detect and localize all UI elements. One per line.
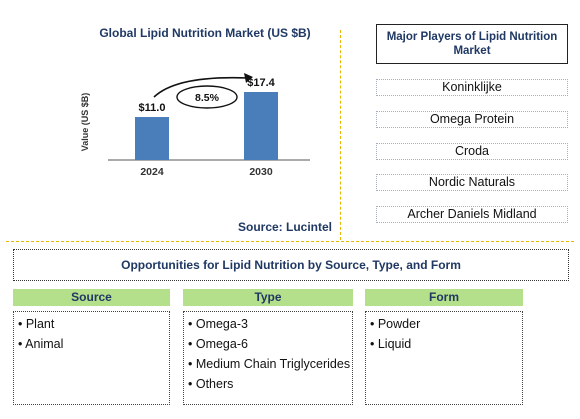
source-label: Source: Lucintel bbox=[237, 220, 332, 234]
form-column-header: Form bbox=[365, 289, 523, 306]
player-item: Koninklijke bbox=[376, 79, 568, 96]
arrow-head bbox=[244, 73, 253, 83]
x-tick-label: 2024 bbox=[140, 166, 164, 178]
bar bbox=[244, 92, 278, 160]
list-item: • Animal bbox=[18, 337, 64, 351]
cagr-arrow bbox=[153, 76, 250, 98]
y-axis-label: Value (US $B) bbox=[80, 93, 90, 152]
list-item: • Plant bbox=[18, 317, 55, 331]
opportunities-title: Opportunities for Lipid Nutrition by Sou… bbox=[13, 249, 569, 281]
players-title: Major Players of Lipid Nutrition Market bbox=[376, 24, 568, 64]
player-item: Croda bbox=[376, 143, 568, 160]
bar bbox=[135, 117, 169, 160]
list-item: • Medium Chain Triglycerides bbox=[188, 357, 351, 371]
vertical-divider bbox=[340, 30, 341, 240]
bar-chart: Value (US $B) $11.0 2024 $17.4 2030 8.5% bbox=[80, 73, 310, 178]
data-label: $17.4 bbox=[247, 77, 275, 89]
horizontal-divider bbox=[6, 241, 574, 242]
list-item: • Liquid bbox=[370, 337, 412, 351]
chart-title: Global Lipid Nutrition Market (US $B) bbox=[99, 26, 311, 40]
list-item: • Omega-6 bbox=[188, 337, 248, 351]
data-label: $11.0 bbox=[139, 102, 166, 114]
player-item: Nordic Naturals bbox=[376, 174, 568, 191]
cagr-ellipse bbox=[176, 85, 238, 109]
player-item: Archer Daniels Midland bbox=[376, 206, 568, 223]
list-item: • Omega-3 bbox=[188, 317, 248, 331]
list-item: • Others bbox=[188, 377, 234, 391]
x-tick-label: 2030 bbox=[249, 166, 273, 178]
type-column-header: Type bbox=[183, 289, 353, 306]
source-column-header: Source bbox=[13, 289, 170, 306]
list-item: • Powder bbox=[370, 317, 421, 331]
player-item: Omega Protein bbox=[376, 111, 568, 128]
cagr-label: 8.5% bbox=[195, 92, 220, 104]
form-column-list: • Powder • Liquid bbox=[365, 311, 523, 405]
source-column-list: • Plant • Animal bbox=[13, 311, 170, 405]
type-column-list: • Omega-3 • Omega-6 • Medium Chain Trigl… bbox=[183, 311, 353, 405]
